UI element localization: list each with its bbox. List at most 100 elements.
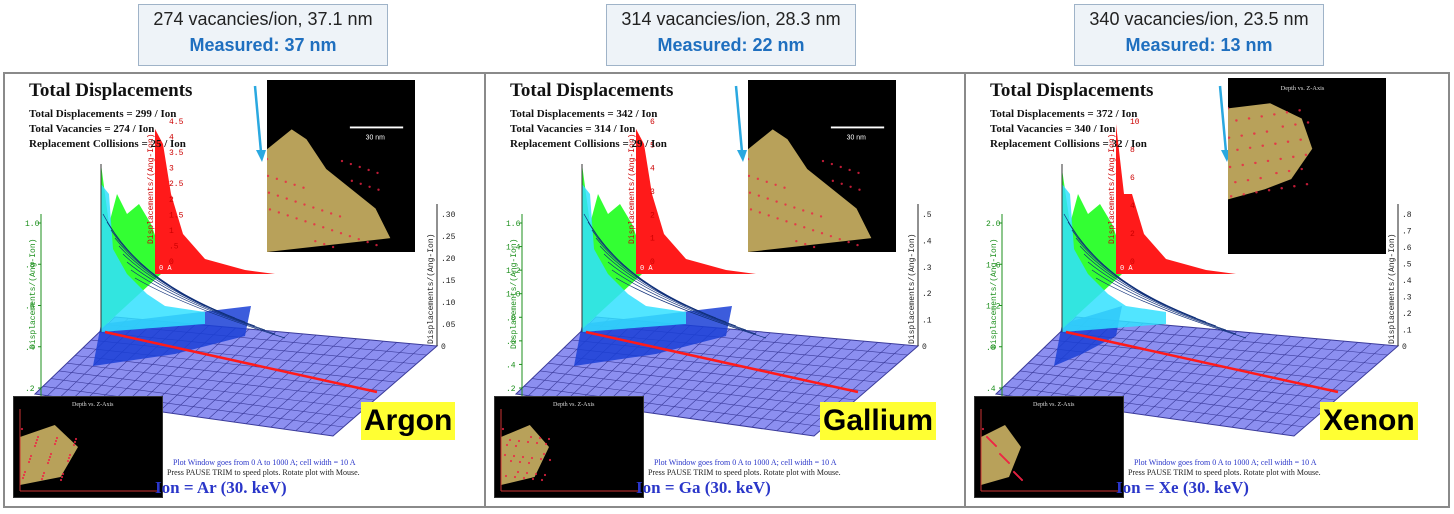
stat-replacement-collisions: Replacement Collisions = 29 / Ion — [510, 138, 667, 150]
red-axis-tick: 4 — [169, 134, 174, 143]
left-axis-tick: 1.4 — [506, 244, 521, 253]
cascade-blob — [1228, 103, 1313, 200]
right-axis-tick: .3 — [922, 264, 932, 273]
panel-divider — [964, 74, 966, 506]
cyan-profile — [101, 184, 205, 332]
right-axis-tick: .2 — [922, 290, 932, 299]
scale-bar-label: 30 nm — [366, 134, 385, 141]
red-axis-tick: 2 — [169, 196, 174, 205]
stat-replacement-collisions: Replacement Collisions = 32 / Ion — [990, 138, 1147, 150]
element-label: Argon — [361, 402, 456, 440]
red-axis-tick: 2 — [650, 211, 655, 220]
panel-argon: 1.0 .8 .6 .4 .2 Displacements/(Ang-Ion) .30 .25… — [5, 74, 483, 506]
red-profile — [636, 129, 756, 274]
right-axis-tick: .30 — [441, 211, 456, 220]
stat-total-displacements: Total Displacements = 372 / Ion — [990, 108, 1138, 120]
red-axis-tick: 0 — [169, 258, 174, 267]
ion-label: Ion = Ga (30. keV) — [636, 478, 771, 497]
left-axis-tick: .8 — [506, 314, 516, 323]
left-axis-tick: .4 — [25, 344, 35, 353]
right-axis: .30 .25 .20 .15 .10 .05 0 Displacements/(Ang-Io… — [427, 204, 456, 352]
cascade-blob — [267, 129, 391, 252]
red-axis: 6 5 4 3 2 1 0 Displacements/(Ang-Ion) — [628, 118, 655, 267]
right-axis-tick: .15 — [441, 277, 456, 286]
left-axis: 1.6 1.4 1.2 1.0 .8 .6 .4 .2 Displacements/(Ang-I… — [506, 214, 523, 396]
red-axis-tick: 1 — [650, 235, 655, 244]
left-axis-tick: 1.6 — [506, 220, 521, 229]
right-axis-tick: .8 — [1402, 211, 1412, 220]
measured-result: Measured: 37 nm — [189, 35, 337, 55]
right-axis-label: Displacements/(Ang-Ion) — [1388, 234, 1397, 344]
element-label: Xenon — [1320, 402, 1418, 440]
inset-title: Depth vs. Z-Axis — [553, 402, 595, 408]
panel-gallium: 1.6 1.4 1.2 1.0.8.6.4.2 Displacements/(Ang-I… — [486, 74, 964, 506]
right-axis: .5 .4 .3 .2 .1 0 Displacements/(Ang-Ion) — [908, 204, 932, 352]
left-axis-tick: 1.0 — [25, 220, 40, 229]
arrow-head — [737, 150, 747, 162]
red-axis-tick: 4 — [650, 165, 655, 174]
depth-vs-z-plot: Depth vs. Z-Axis — [500, 402, 639, 492]
red-axis-tick: 3 — [169, 165, 174, 174]
right-axis-tick: .5 — [1402, 261, 1412, 270]
plot-help-note: Press PAUSE TRIM to speed plots. Rotate … — [167, 468, 360, 477]
cascade-inset-bottom: Depth vs. Z-Axis — [494, 396, 644, 498]
caption-xenon: 340 vacancies/ion, 23.5 nm Measured: 13 … — [1074, 4, 1324, 66]
plot-help-note: Press PAUSE TRIM to speed plots. Rotate … — [1128, 468, 1321, 477]
ion-label: Ion = Xe (30. keV) — [1116, 478, 1249, 497]
right-axis: .8 .7 .6 .5 .4 .3 .2 .1 0 Displacements/(Ang-Ion) — [1388, 204, 1412, 352]
left-axis-label: Displacements/(Ang-Ion) — [990, 239, 999, 349]
red-axis-tick: .5 — [169, 242, 179, 251]
caption-argon: 274 vacancies/ion, 37.1 nm Measured: 37 … — [138, 4, 388, 66]
red-axis-tick: 0 — [1130, 258, 1135, 267]
caption-gallium: 314 vacancies/ion, 28.3 nm Measured: 22 … — [606, 4, 856, 66]
cyan-profile — [1062, 184, 1166, 332]
cascade-blob — [748, 129, 872, 252]
simulated-result: 314 vacancies/ion, 28.3 nm — [621, 9, 841, 29]
plot-help-note: Press PAUSE TRIM to speed plots. Rotate … — [648, 468, 841, 477]
depth-vs-z-plot: Depth vs. Z-Axis — [19, 402, 158, 492]
cascade-blob — [501, 425, 549, 485]
red-axis-tick: 6 — [1130, 174, 1135, 183]
inset-title: Depth vs. Z-Axis — [1281, 85, 1325, 92]
stat-total-displacements: Total Displacements = 342 / Ion — [510, 108, 658, 120]
left-axis: 2.0 1.6 1.2 .8 .4 Displacements/(Ang-Ion) — [986, 214, 1003, 396]
arrow-head — [256, 150, 266, 162]
element-label: Gallium — [820, 402, 937, 440]
right-axis-tick: .5 — [922, 211, 932, 220]
stat-replacement-collisions: Replacement Collisions = 25 / Ion — [29, 138, 186, 150]
pointer-arrow — [734, 85, 744, 153]
simulated-result: 340 vacancies/ion, 23.5 nm — [1089, 9, 1309, 29]
left-axis-tick: .2 — [506, 385, 516, 394]
red-axis-tick: 10 — [1130, 118, 1140, 127]
red-axis-tick: 3 — [650, 188, 655, 197]
right-axis-tick: 0 — [441, 343, 446, 352]
plot-title: Total Displacements — [29, 80, 193, 101]
red-axis-label: Displacements/(Ang-Ion) — [628, 134, 637, 244]
scale-bar-label: 30 nm — [847, 134, 866, 141]
red-axis-tick: 1 — [169, 227, 174, 236]
panel-divider — [484, 74, 486, 506]
left-axis-tick: .2 — [25, 385, 35, 394]
plot-title: Total Displacements — [990, 80, 1154, 101]
red-axis-tick: 3.5 — [169, 149, 184, 158]
measured-result: Measured: 22 nm — [657, 35, 805, 55]
right-axis-tick: .1 — [922, 317, 932, 326]
red-axis-tick: 2 — [1130, 230, 1135, 239]
red-trace — [585, 330, 859, 394]
right-axis-tick: .1 — [1402, 327, 1412, 336]
measured-result: Measured: 13 nm — [1125, 35, 1273, 55]
left-axis-tick: 1.2 — [506, 267, 521, 276]
right-axis-tick: .20 — [441, 255, 456, 264]
left-axis-tick: 1.6 — [986, 261, 1001, 270]
right-axis-tick: .3 — [1402, 294, 1412, 303]
pointer-arrow — [253, 85, 263, 153]
left-axis-tick: .6 — [25, 303, 35, 312]
left-axis: 1.0 .8 .6 .4 .2 Displacements/(Ang-Ion) — [25, 214, 42, 396]
right-axis-tick: 0 — [1402, 343, 1407, 352]
simulated-result: 274 vacancies/ion, 37.1 nm — [153, 9, 373, 29]
red-axis: 10 8 6 4 2 0 Displacements/(Ang-Ion) — [1108, 118, 1140, 267]
cascade-image: Depth vs. Z-Axis — [1226, 85, 1325, 200]
plot-window-note: Plot Window goes from 0 A to 1000 A; cel… — [654, 458, 837, 467]
origin-label: 0 A — [640, 265, 653, 273]
red-axis-tick: 5 — [650, 141, 655, 150]
